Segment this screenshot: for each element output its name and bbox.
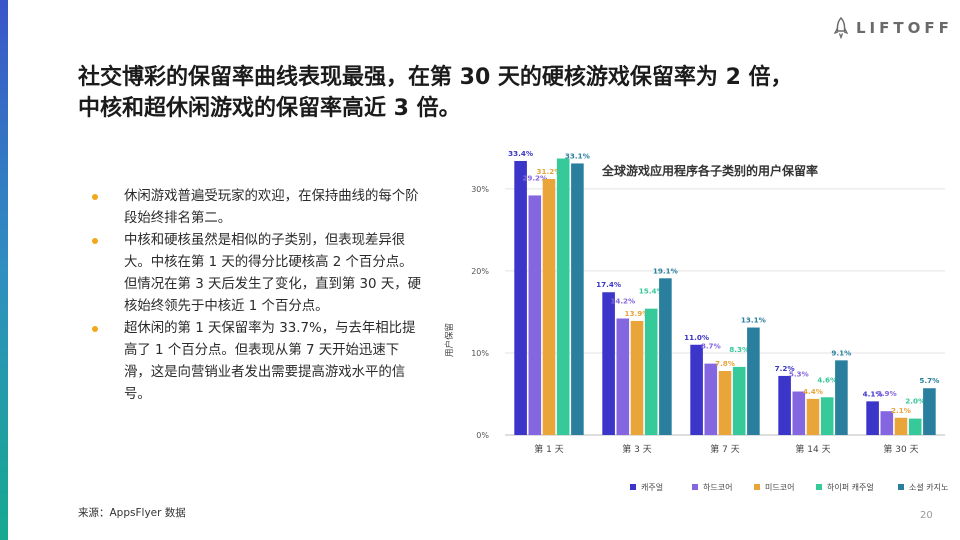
x-tick-label: 第 3 天 <box>622 443 651 455</box>
legend-swatch <box>630 484 636 490</box>
data-label: 2.1% <box>891 406 911 415</box>
bar <box>602 292 615 435</box>
retention-bar-chart: 全球游戏应用程序各子类别的用户保留率 0% 10% 20% 30% 用户保留 33.4% 29… <box>444 150 948 492</box>
bar <box>806 398 820 435</box>
title-line-2: 中核和超休闲游戏的保留率高近 3 倍。 <box>78 96 461 121</box>
data-label: 33.1% <box>565 151 590 160</box>
x-tick-label: 第 14 天 <box>795 443 830 455</box>
liftoff-logo: LIFTOFF <box>834 16 953 40</box>
bar <box>571 163 584 436</box>
legend-label: 소셜 카지노 <box>909 483 948 492</box>
bullet-item: 超休闲的第 1 天保留率为 33.7%，与去年相比提高了 1 个百分点。但表现从… <box>92 318 422 406</box>
bar <box>704 363 718 435</box>
bar <box>894 417 908 435</box>
data-label: 5.7% <box>919 376 939 385</box>
legend-label: 캐주얼 <box>641 482 663 492</box>
x-tick-label: 第 7 天 <box>710 443 739 455</box>
bar <box>820 397 834 435</box>
bullet-list: 休闲游戏普遍受玩家的欢迎，在保持曲线的每个阶段始终排名第二。 中核和硬核虽然是相… <box>92 186 422 406</box>
data-label: 17.4% <box>596 280 621 289</box>
bar <box>616 318 630 435</box>
data-label: 2.0% <box>905 397 925 406</box>
y-tick-label: 30% <box>471 185 489 194</box>
bar <box>514 160 527 436</box>
bullet-text: 超休闲的第 1 天保留率为 33.7%，与去年相比提高了 1 个百分点。但表现从… <box>124 321 416 402</box>
bullet-item: 休闲游戏普遍受玩家的欢迎，在保持曲线的每个阶段始终排名第二。 <box>92 186 422 230</box>
data-label: 15.4% <box>639 287 664 296</box>
data-label: 19.1% <box>653 266 678 275</box>
data-label: 14.2% <box>610 296 635 305</box>
bullet-text: 中核和硬核虽然是相似的子类别，但表现差异很大。中核在第 1 天的得分比硬核高 2… <box>124 233 422 314</box>
bar <box>880 411 894 435</box>
bullet-item: 中核和硬核虽然是相似的子类别，但表现差异很大。中核在第 1 天的得分比硬核高 2… <box>92 230 422 318</box>
y-tick-label: 10% <box>471 349 489 358</box>
page-title: 社交博彩的保留率曲线表现最强，在第 30 天的硬核游戏保留率为 2 倍， 中核和… <box>78 62 938 124</box>
logo-wordmark: LIFTOFF <box>856 19 953 37</box>
bar <box>659 278 672 435</box>
data-label: 9.1% <box>831 348 851 357</box>
bullet-dot <box>92 326 98 332</box>
bar <box>835 360 848 435</box>
legend-label: 하이퍼 캐주얼 <box>827 482 874 492</box>
legend-swatch <box>692 484 698 490</box>
y-tick-label: 0% <box>476 431 489 440</box>
rocket-icon <box>834 17 848 39</box>
legend-swatch <box>898 484 904 490</box>
source-note: 来源：AppsFlyer 数据 <box>78 507 186 519</box>
data-label: 33.4% <box>508 150 533 158</box>
data-label: 7.8% <box>715 359 735 368</box>
legend-swatch <box>816 484 822 490</box>
data-label: 2.9% <box>877 389 897 398</box>
bar <box>908 418 922 435</box>
x-tick-label: 第 1 天 <box>534 443 563 455</box>
bullet-dot <box>92 194 98 200</box>
data-label: 11.0% <box>684 333 709 342</box>
data-label: 8.3% <box>729 345 749 354</box>
data-label: 4.6% <box>817 375 837 384</box>
data-label: 8.7% <box>701 342 721 351</box>
bar <box>542 179 556 435</box>
y-axis-label: 用户保留 <box>444 323 455 357</box>
bar <box>866 401 879 435</box>
data-label: 31.2% <box>537 167 562 176</box>
data-label: 5.3% <box>789 370 809 379</box>
data-label: 4.4% <box>803 387 823 396</box>
bar <box>923 388 936 435</box>
y-tick-label: 20% <box>471 267 489 276</box>
legend-swatch <box>754 484 760 490</box>
data-label: 7.2% <box>775 364 795 373</box>
bar <box>747 327 760 435</box>
bar <box>778 375 791 435</box>
bar <box>644 308 658 435</box>
side-accent-bar <box>0 0 8 540</box>
data-label: 4.1% <box>863 389 883 398</box>
data-label: 29.2% <box>522 173 547 182</box>
bullet-dot <box>92 238 98 244</box>
bar <box>718 371 732 435</box>
chart-title: 全球游戏应用程序各子类别的用户保留率 <box>601 163 818 178</box>
bar <box>792 391 806 435</box>
bar <box>556 158 570 436</box>
bullet-text: 休闲游戏普遍受玩家的欢迎，在保持曲线的每个阶段始终排名第二。 <box>124 189 419 226</box>
legend-label: 미드코어 <box>765 482 794 492</box>
bar <box>630 320 644 435</box>
page-number: 20 <box>920 510 933 521</box>
data-label: 13.9% <box>625 309 650 318</box>
title-line-1: 社交博彩的保留率曲线表现最强，在第 30 天的硬核游戏保留率为 2 倍， <box>78 65 793 90</box>
bar <box>528 195 542 435</box>
data-label: 13.1% <box>741 316 766 325</box>
bar <box>690 344 703 435</box>
bar <box>732 366 746 435</box>
legend-label: 하드코어 <box>703 482 732 492</box>
x-tick-label: 第 30 天 <box>883 443 918 455</box>
